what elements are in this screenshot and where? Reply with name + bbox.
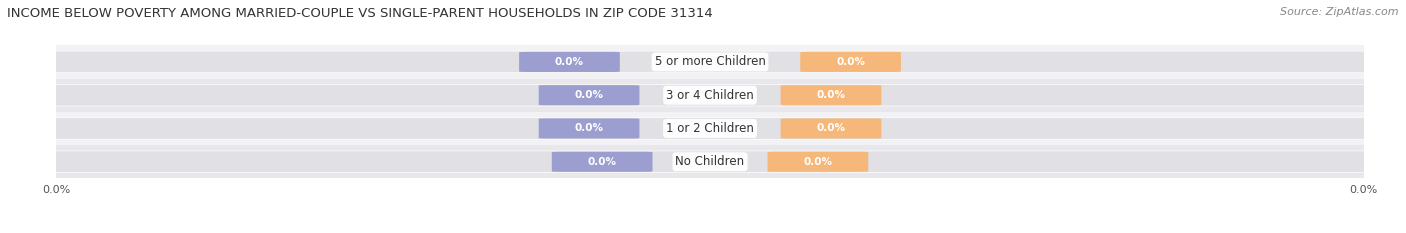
FancyBboxPatch shape	[519, 52, 620, 72]
Text: 1 or 2 Children: 1 or 2 Children	[666, 122, 754, 135]
Bar	[56, 79, 1364, 112]
Bar	[56, 112, 1364, 145]
FancyBboxPatch shape	[46, 118, 1374, 139]
Bar	[56, 45, 1364, 79]
Text: 5 or more Children: 5 or more Children	[655, 55, 765, 69]
Text: 3 or 4 Children: 3 or 4 Children	[666, 89, 754, 102]
FancyBboxPatch shape	[46, 51, 1374, 73]
Text: 0.0%: 0.0%	[588, 157, 617, 167]
FancyBboxPatch shape	[551, 152, 652, 172]
Text: 0.0%: 0.0%	[555, 57, 583, 67]
Text: 0.0%: 0.0%	[817, 123, 845, 134]
FancyBboxPatch shape	[780, 85, 882, 105]
Text: No Children: No Children	[675, 155, 745, 168]
FancyBboxPatch shape	[46, 84, 1374, 106]
Text: 0.0%: 0.0%	[803, 157, 832, 167]
Bar	[56, 145, 1364, 178]
FancyBboxPatch shape	[800, 52, 901, 72]
FancyBboxPatch shape	[768, 152, 869, 172]
FancyBboxPatch shape	[46, 151, 1374, 173]
Text: 0.0%: 0.0%	[837, 57, 865, 67]
FancyBboxPatch shape	[538, 118, 640, 139]
Text: 0.0%: 0.0%	[817, 90, 845, 100]
Text: 0.0%: 0.0%	[575, 90, 603, 100]
Text: 0.0%: 0.0%	[575, 123, 603, 134]
FancyBboxPatch shape	[780, 118, 882, 139]
Text: INCOME BELOW POVERTY AMONG MARRIED-COUPLE VS SINGLE-PARENT HOUSEHOLDS IN ZIP COD: INCOME BELOW POVERTY AMONG MARRIED-COUPL…	[7, 7, 713, 20]
Text: Source: ZipAtlas.com: Source: ZipAtlas.com	[1281, 7, 1399, 17]
FancyBboxPatch shape	[538, 85, 640, 105]
